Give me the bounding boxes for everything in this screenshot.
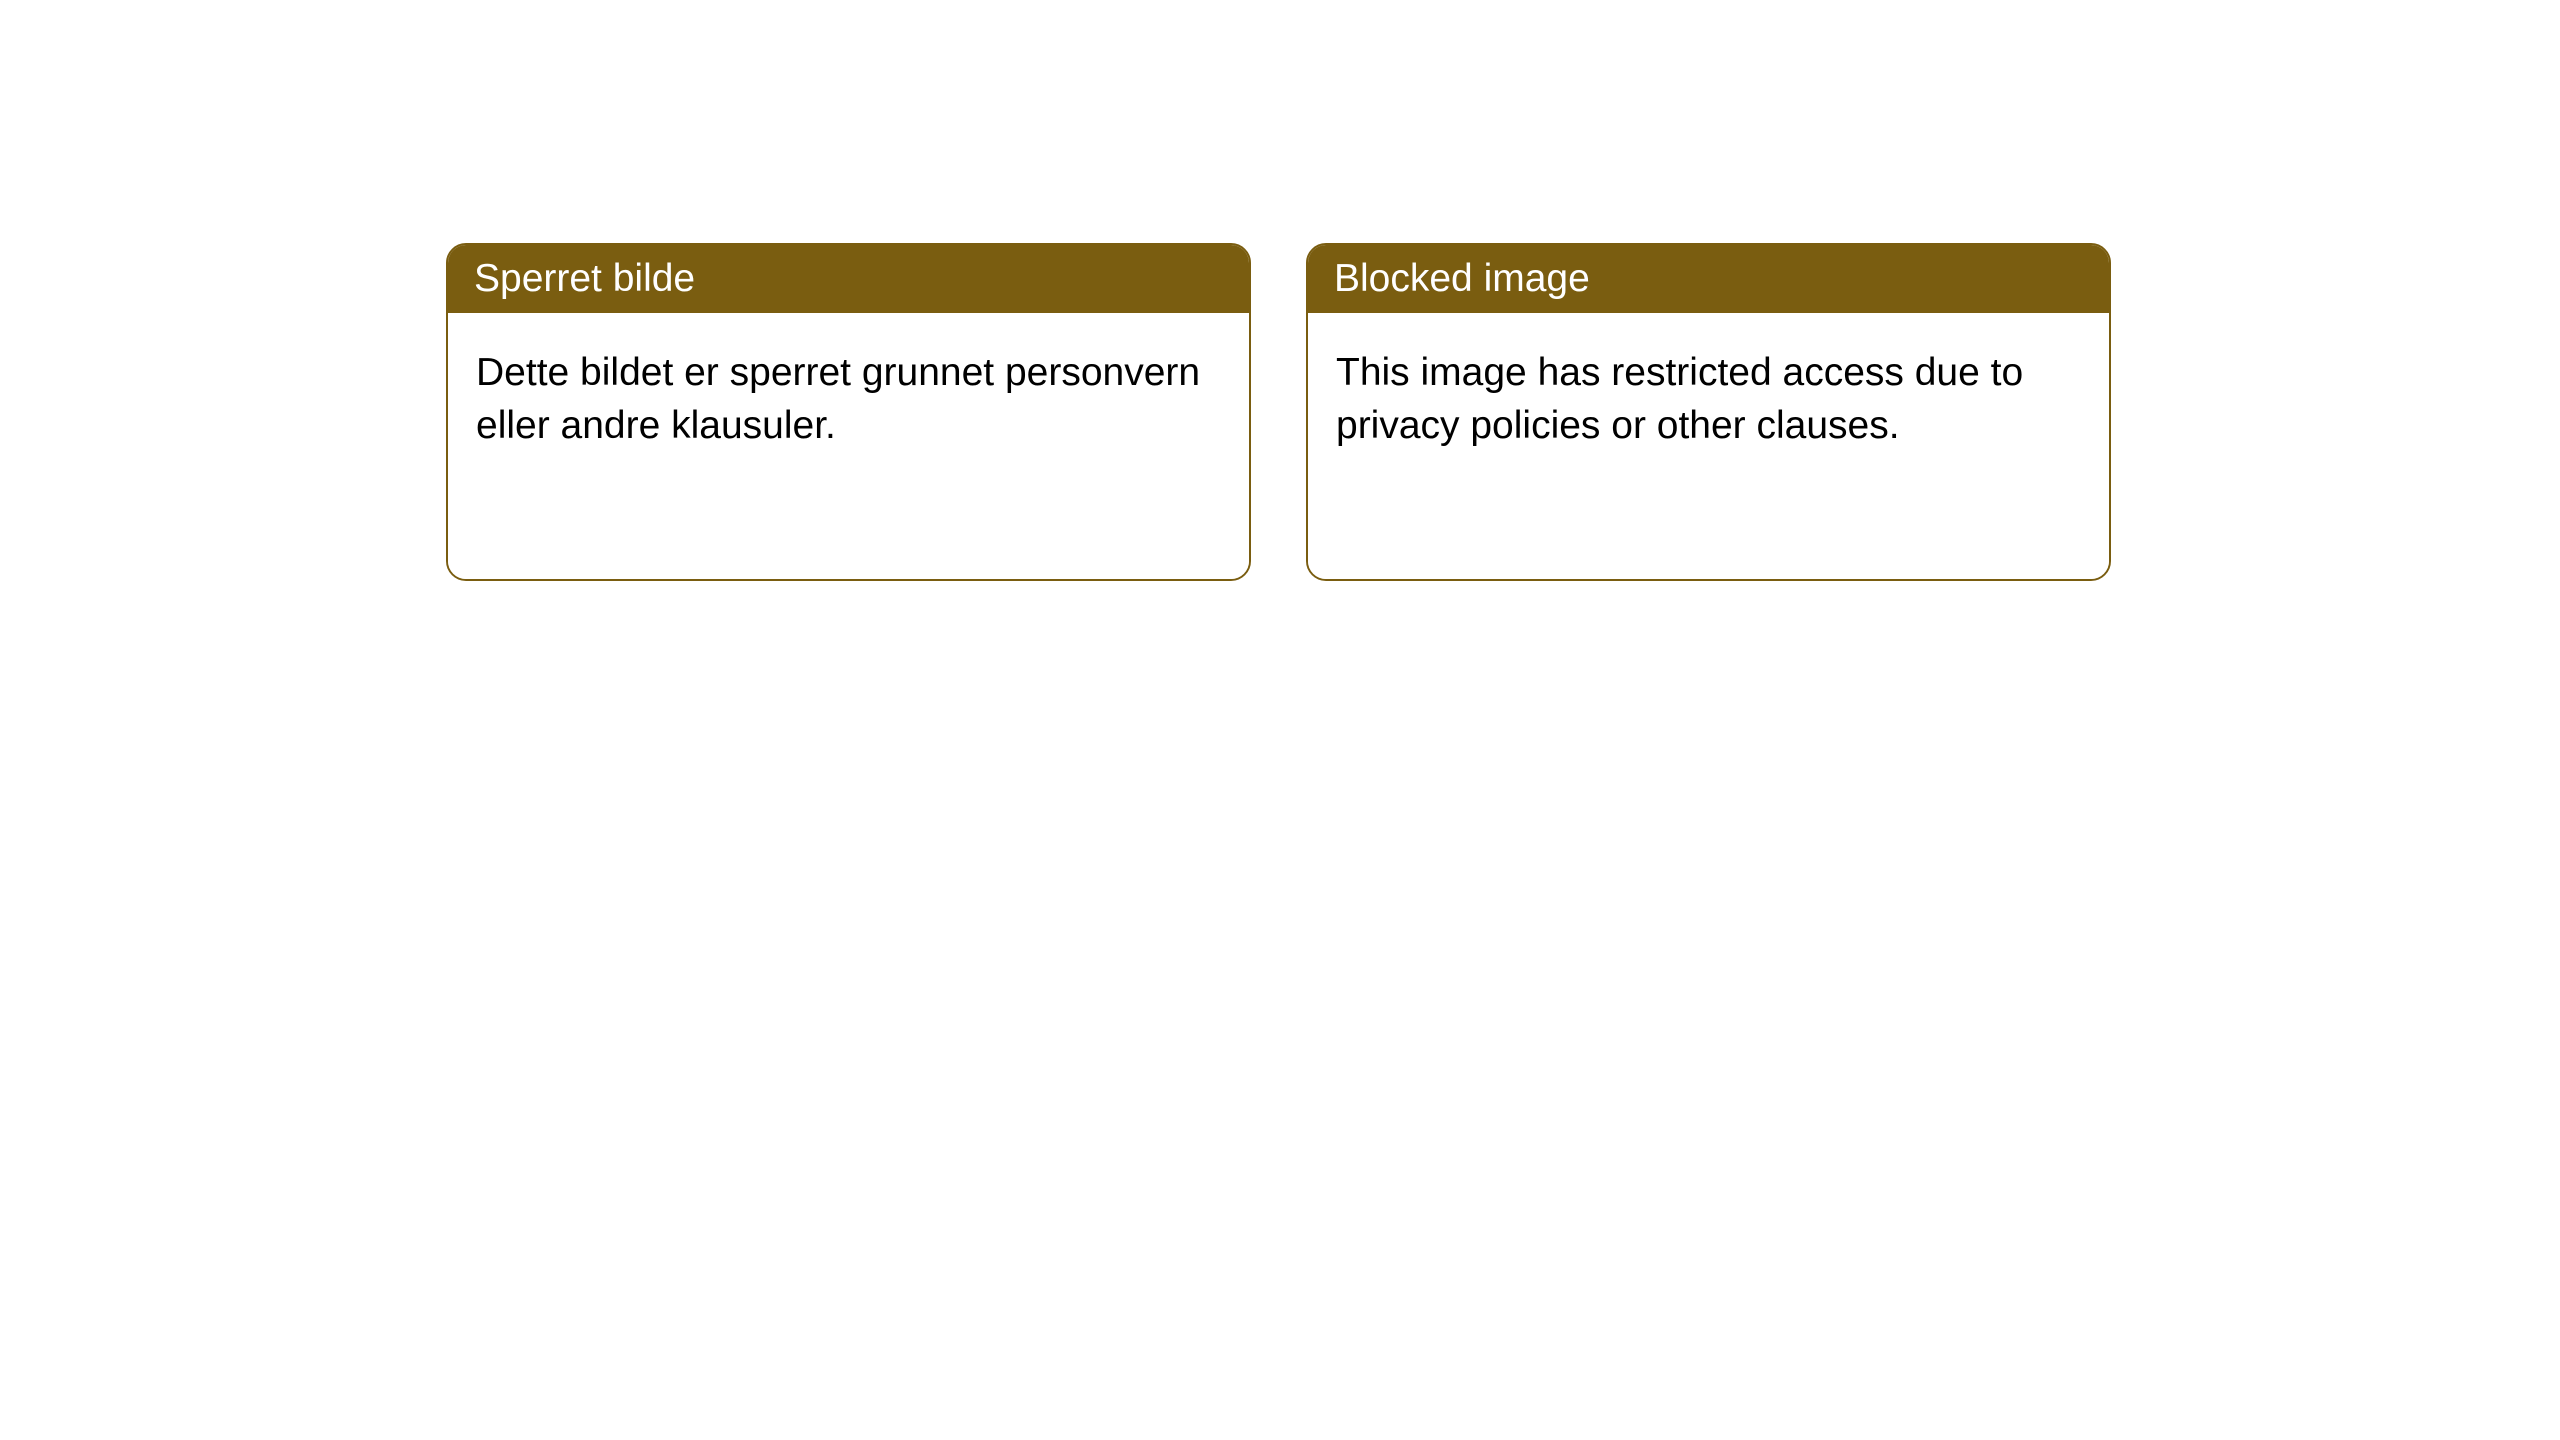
card-body: This image has restricted access due to … [1308, 313, 2109, 579]
notice-card-english: Blocked image This image has restricted … [1306, 243, 2111, 581]
card-message: This image has restricted access due to … [1336, 347, 2081, 452]
card-header: Blocked image [1308, 245, 2109, 313]
card-message: Dette bildet er sperret grunnet personve… [476, 347, 1221, 452]
notice-card-norwegian: Sperret bilde Dette bildet er sperret gr… [446, 243, 1251, 581]
card-title: Blocked image [1334, 257, 1590, 300]
card-header: Sperret bilde [448, 245, 1249, 313]
card-body: Dette bildet er sperret grunnet personve… [448, 313, 1249, 579]
notice-cards-container: Sperret bilde Dette bildet er sperret gr… [0, 0, 2560, 581]
card-title: Sperret bilde [474, 257, 695, 300]
